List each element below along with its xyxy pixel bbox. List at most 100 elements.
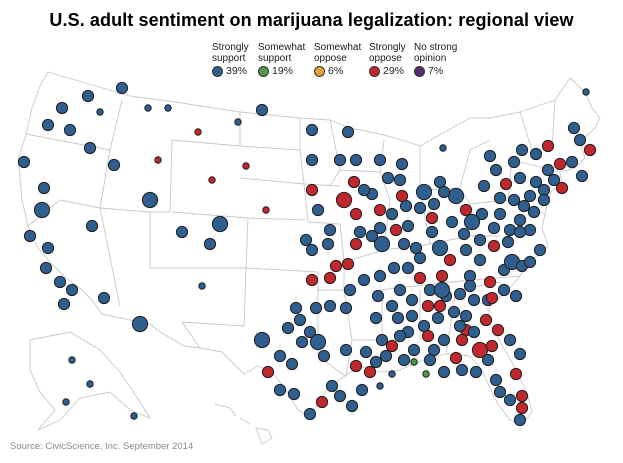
region-marker (583, 143, 597, 157)
region-marker (325, 379, 339, 393)
region-marker (387, 261, 401, 275)
map-title: U.S. adult sentiment on marijuana legali… (49, 10, 574, 30)
region-marker (489, 163, 503, 177)
region-marker (405, 293, 419, 307)
legend-swatch (314, 66, 325, 77)
region-marker (469, 365, 483, 379)
region-marker (373, 221, 387, 235)
region-marker (433, 299, 447, 313)
region-marker (553, 157, 567, 171)
region-marker (281, 321, 295, 335)
region-marker (175, 225, 189, 239)
region-marker (401, 261, 415, 275)
region-marker (323, 299, 337, 313)
region-marker (463, 213, 481, 231)
region-marker (489, 373, 503, 387)
region-marker (255, 103, 269, 117)
region-marker (39, 261, 53, 275)
region-marker (63, 123, 77, 137)
region-marker (409, 241, 423, 255)
region-marker (473, 253, 487, 267)
state-lines-west (25, 99, 319, 349)
region-marker (376, 382, 384, 390)
region-marker (357, 183, 371, 197)
region-marker (253, 331, 271, 349)
region-marker (345, 399, 359, 413)
region-marker (437, 365, 451, 379)
region-marker (379, 349, 393, 363)
region-marker (96, 108, 104, 116)
region-marker (481, 353, 495, 367)
region-marker (55, 101, 69, 115)
region-marker (349, 359, 363, 373)
region-marker (491, 323, 505, 337)
region-marker (154, 156, 162, 164)
region-marker (234, 118, 242, 126)
region-marker (341, 257, 355, 271)
region-marker (477, 179, 491, 193)
region-marker (385, 339, 399, 353)
legend: Strongly support 39% Somewhat support 19… (0, 42, 623, 92)
region-marker (369, 355, 383, 369)
region-marker (299, 233, 313, 247)
region-marker (305, 123, 319, 137)
region-marker (493, 385, 507, 399)
region-marker (333, 153, 347, 167)
sentiment-markers (17, 81, 597, 427)
region-marker (33, 201, 51, 219)
region-marker (395, 189, 409, 203)
region-marker (497, 283, 511, 297)
region-marker (371, 289, 385, 303)
state-outlines (17, 71, 601, 425)
region-marker (141, 191, 159, 209)
region-marker (53, 275, 67, 289)
region-marker (483, 149, 497, 163)
region-marker (395, 157, 409, 171)
region-marker (37, 181, 51, 195)
source-note: Source: CivicScience, Inc. September 201… (10, 441, 194, 452)
region-marker (463, 279, 477, 293)
region-marker (447, 305, 461, 319)
region-marker (455, 333, 469, 347)
region-marker (289, 301, 303, 315)
region-marker (401, 219, 415, 233)
region-marker (473, 233, 487, 247)
region-marker (391, 311, 405, 325)
legend-label: Somewhat oppose (314, 42, 362, 64)
region-marker (523, 189, 537, 203)
region-marker (359, 345, 373, 359)
region-marker (62, 398, 70, 406)
region-marker (349, 237, 363, 251)
region-marker (335, 191, 353, 209)
region-marker (421, 299, 435, 313)
region-marker (513, 171, 527, 185)
region-marker (273, 349, 287, 363)
region-marker (305, 243, 319, 257)
region-marker (447, 187, 465, 205)
region-marker (81, 89, 95, 103)
region-marker (17, 155, 31, 169)
region-marker (513, 413, 527, 427)
region-marker (405, 309, 419, 323)
region-marker (487, 221, 501, 235)
region-marker (393, 283, 407, 297)
region-marker (309, 301, 323, 315)
region-marker (194, 128, 202, 136)
region-marker (507, 155, 521, 169)
region-marker (459, 203, 473, 217)
region-marker (68, 356, 76, 364)
region-marker (425, 211, 439, 225)
region-marker (459, 309, 473, 323)
region-marker (565, 155, 579, 169)
region-marker (363, 365, 377, 379)
legend-value: 19% (272, 65, 294, 77)
region-marker (287, 387, 301, 401)
region-marker (397, 237, 411, 251)
region-marker (309, 333, 327, 351)
legend-swatch (212, 66, 223, 77)
region-marker (321, 237, 335, 251)
region-marker (431, 311, 445, 325)
region-marker (41, 118, 55, 132)
region-marker (499, 177, 513, 191)
state-lines-central (239, 118, 382, 377)
